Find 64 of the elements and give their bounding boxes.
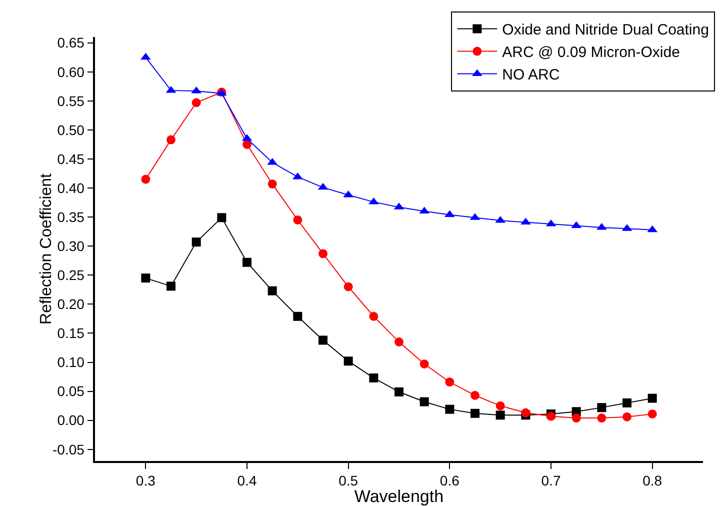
point (470, 408, 480, 418)
point (242, 140, 252, 149)
point (166, 135, 176, 144)
point (141, 274, 150, 283)
y-tick-label: 0.25 (57, 267, 85, 284)
point (648, 409, 657, 418)
x-tick-label: 0.5 (338, 472, 358, 489)
point (293, 312, 302, 321)
x-tick-label: 0.7 (541, 472, 561, 489)
legend-label: NO ARC (502, 66, 560, 84)
point (192, 238, 201, 247)
point (344, 356, 353, 366)
x-tick-label: 0.3 (136, 472, 156, 489)
x-tick-label: 0.4 (237, 472, 257, 489)
point (369, 312, 378, 321)
y-tick-label: 0.05 (57, 383, 85, 400)
y-tick-label: 0.10 (57, 354, 85, 370)
point (597, 414, 606, 423)
point (242, 258, 252, 267)
y-tick-label: 0.35 (57, 208, 85, 225)
legend-label: Oxide and Nitride Dual Coating (502, 22, 709, 39)
y-tick-label: -0.05 (52, 441, 85, 458)
point (521, 408, 530, 418)
point (622, 398, 632, 408)
y-tick-label: 0.60 (57, 64, 85, 80)
y-tick-label: 0.65 (57, 34, 85, 51)
y-tick-label: 0.45 (57, 150, 85, 167)
point (192, 98, 201, 108)
point (597, 403, 606, 412)
point (420, 397, 429, 406)
point (445, 378, 454, 387)
y-tick-label: 0.00 (57, 412, 85, 428)
x-tick-label: 0.8 (642, 472, 662, 489)
point (496, 401, 505, 410)
point (648, 394, 657, 403)
point (166, 282, 176, 291)
point (622, 412, 632, 422)
y-tick-label: 0.50 (57, 122, 85, 138)
point (394, 387, 404, 396)
y-tick-label: 0.55 (57, 92, 85, 109)
y-tick-label: 0.40 (57, 180, 85, 196)
point (420, 360, 429, 368)
point (217, 213, 226, 222)
x-tick-label: 0.6 (440, 472, 460, 489)
point (394, 337, 404, 346)
point (268, 179, 277, 188)
point (318, 336, 328, 345)
point (141, 174, 150, 184)
point (344, 282, 353, 292)
y-tick-label: 0.30 (57, 238, 85, 254)
point (293, 215, 302, 224)
point (268, 286, 277, 296)
point (369, 373, 378, 382)
point (572, 414, 581, 423)
y-tick-label: 0.15 (57, 325, 85, 342)
point (318, 249, 328, 258)
legend-label: ARC @ 0.09 Micron-Oxide (502, 44, 680, 62)
point (496, 410, 505, 420)
point (546, 412, 556, 421)
point (445, 404, 454, 414)
point (470, 390, 480, 400)
y-axis-title: Reflection Coefficient (38, 173, 56, 324)
y-tick-label: 0.20 (57, 296, 85, 312)
x-axis-title: Wavelength (354, 487, 444, 506)
